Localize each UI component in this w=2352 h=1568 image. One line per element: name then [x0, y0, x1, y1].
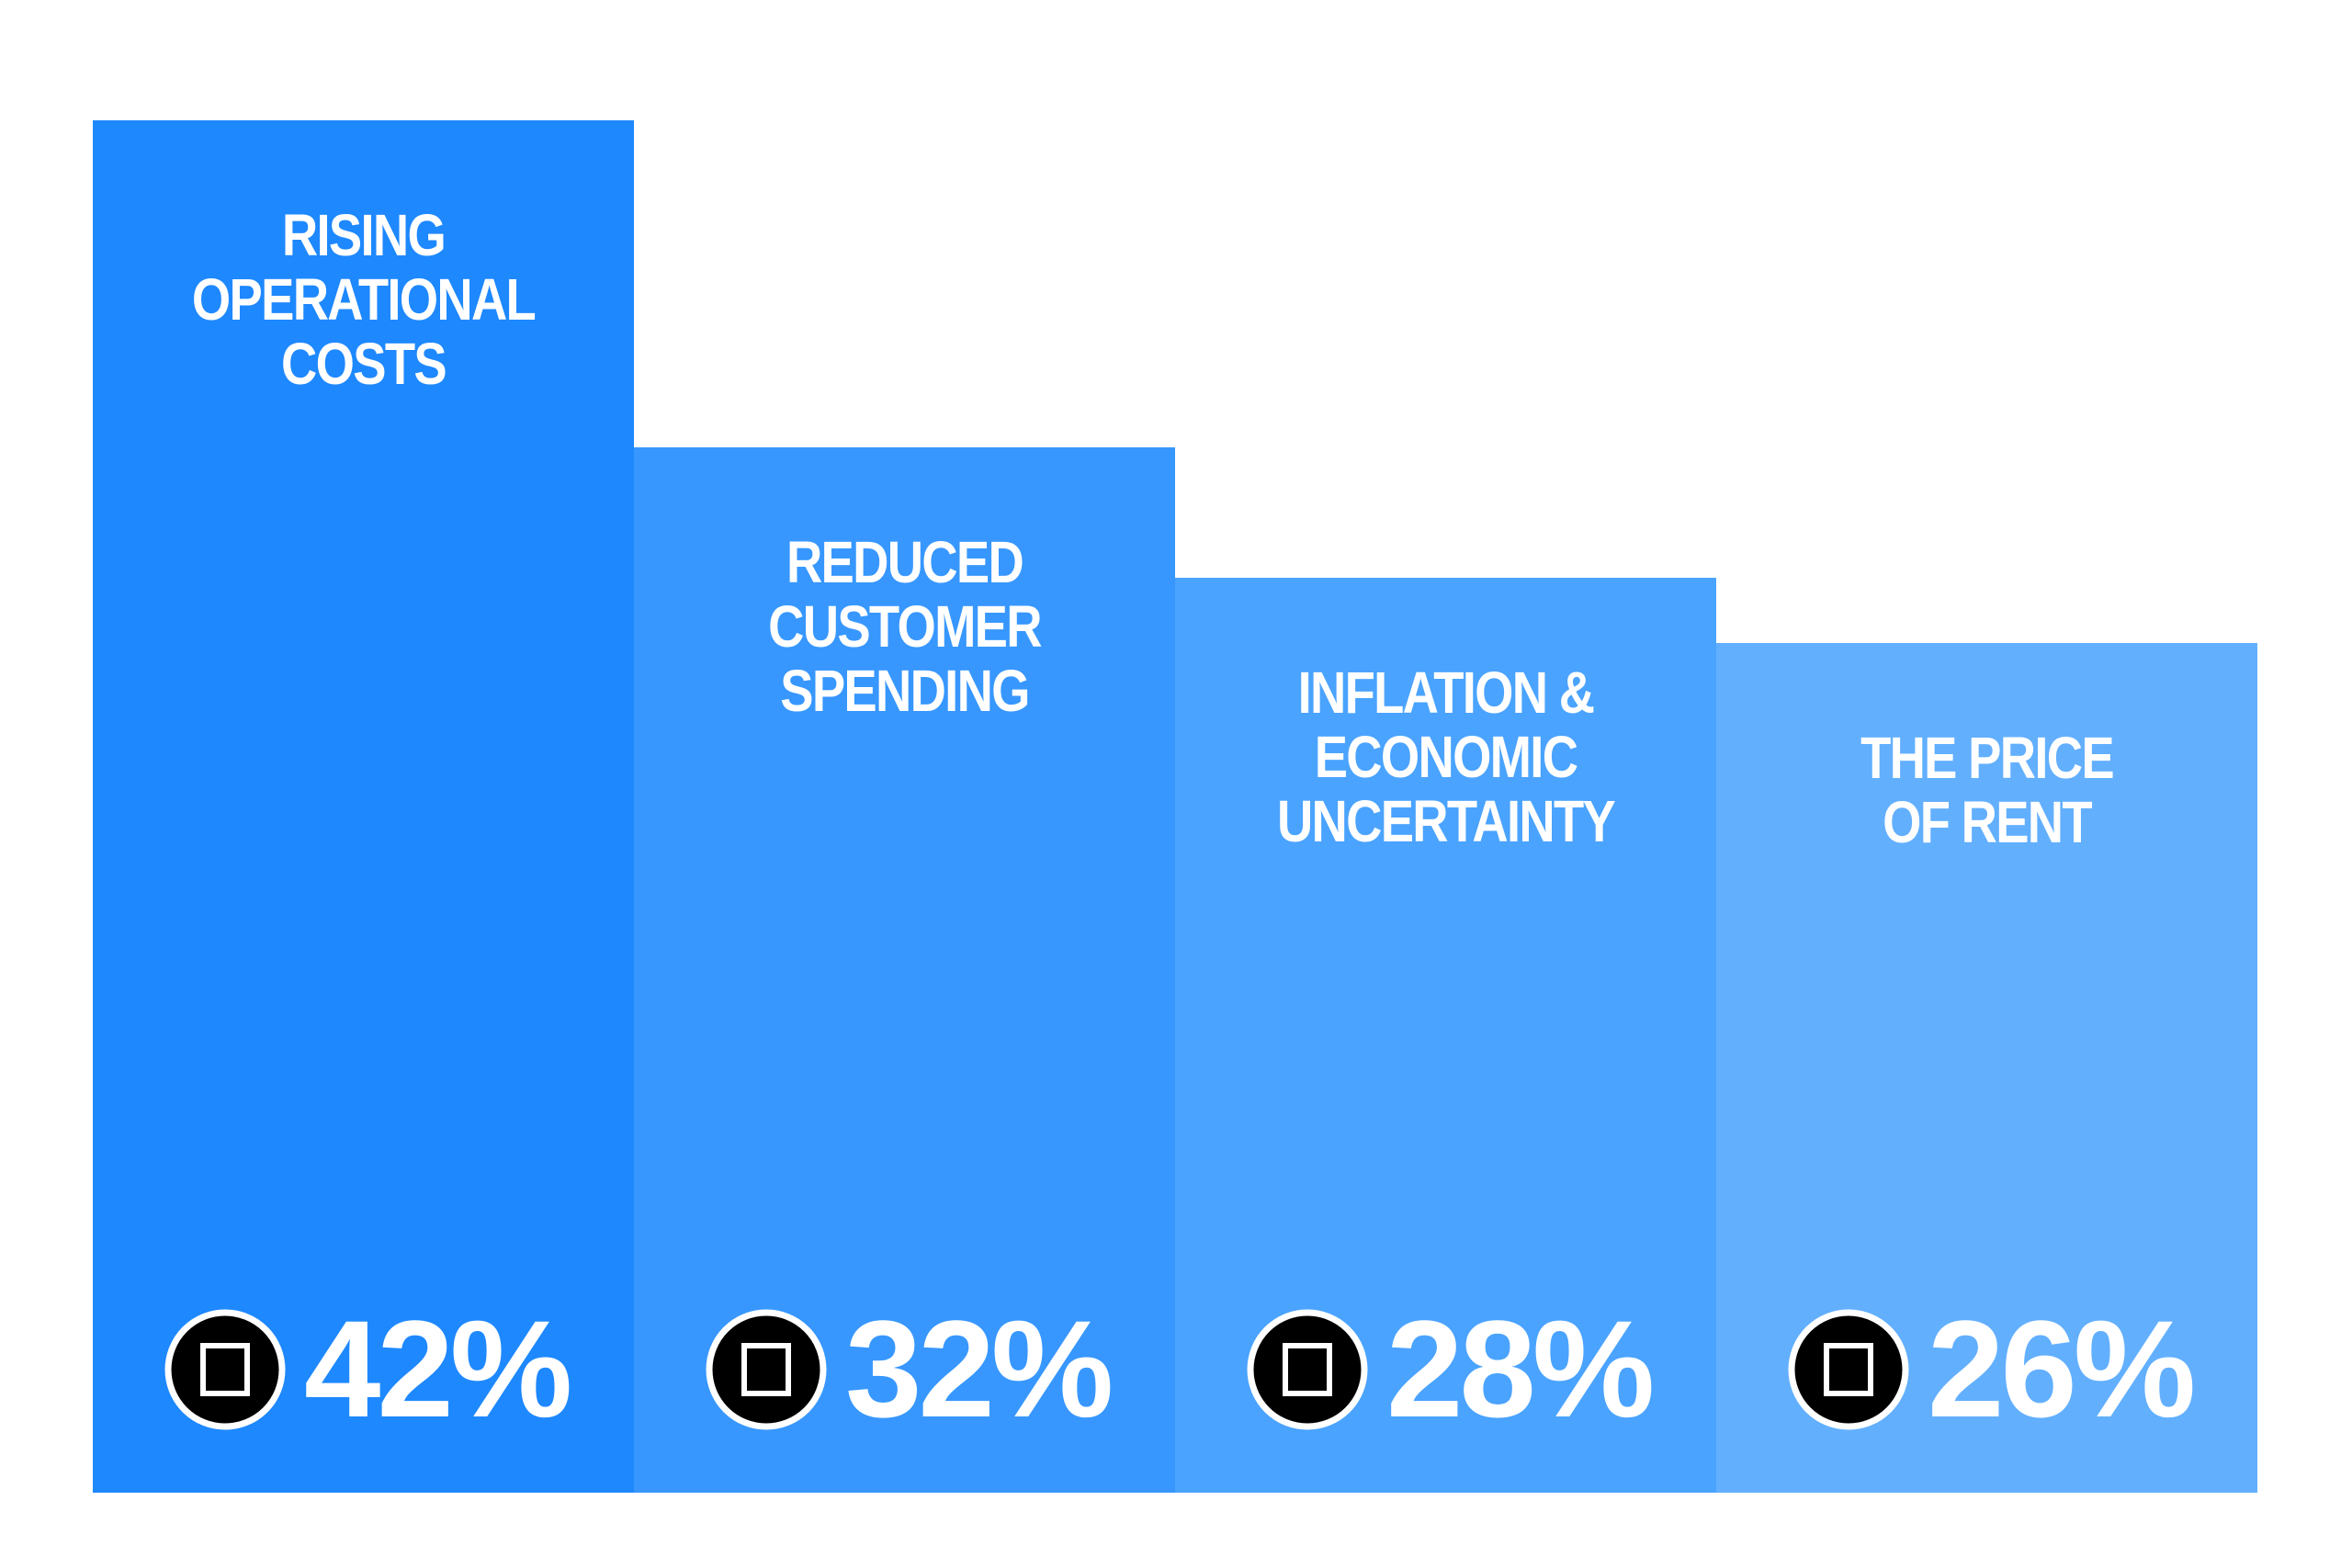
icon-glyph	[741, 1342, 791, 1396]
icon	[1788, 1309, 1909, 1430]
icon-circle	[1247, 1309, 1368, 1430]
value-label: 28%	[1386, 1292, 1655, 1446]
category-label: THE PRICE OF RENT	[1860, 725, 2115, 856]
bar: INFLATION & ECONOMIC UNCERTAINTY 28%	[1175, 578, 1716, 1493]
bar: THE PRICE OF RENT 26%	[1716, 643, 2257, 1493]
icon-circle	[706, 1309, 827, 1430]
value-label: 26%	[1928, 1291, 2196, 1446]
category-label: RISING OPERATIONAL COSTS	[191, 202, 537, 397]
icon	[706, 1309, 827, 1430]
category-label: INFLATION & ECONOMIC UNCERTAINTY	[1276, 660, 1616, 854]
category-label: REDUCED CUSTOMER SPENDING	[768, 528, 1042, 724]
icon	[164, 1309, 286, 1430]
icon	[1247, 1309, 1368, 1430]
bar: REDUCED CUSTOMER SPENDING 32%	[634, 446, 1175, 1493]
icon-glyph	[1283, 1343, 1332, 1396]
value-label: 32%	[845, 1291, 1114, 1446]
icon-circle	[164, 1309, 286, 1430]
icon-glyph	[1824, 1342, 1873, 1396]
value-label: 42%	[304, 1292, 572, 1446]
icon-circle	[1788, 1309, 1909, 1430]
bar: RISING OPERATIONAL COSTS 42%	[93, 120, 634, 1493]
icon-glyph	[200, 1343, 250, 1396]
